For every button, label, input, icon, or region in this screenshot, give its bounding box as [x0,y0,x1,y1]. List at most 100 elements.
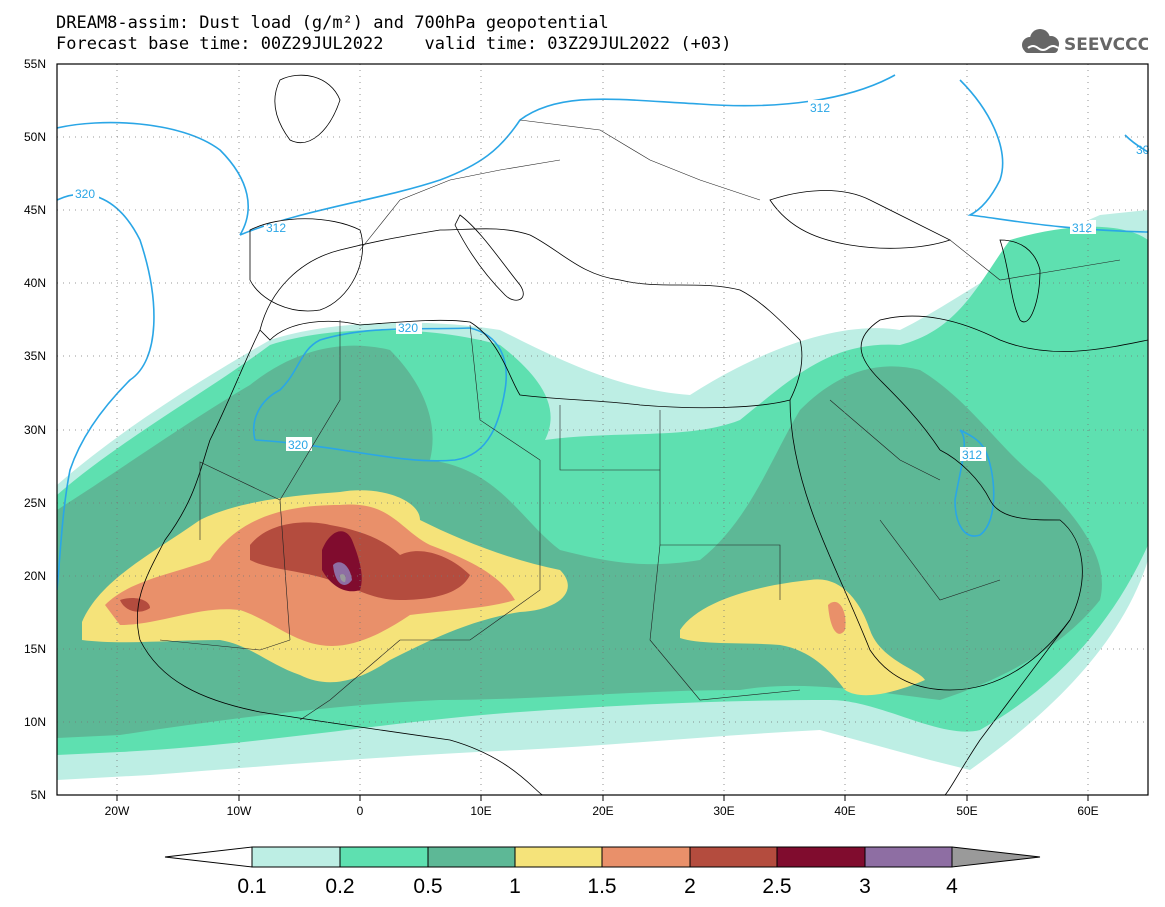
border [649,544,801,701]
contour-label-group: 312 320 320 320 312 312 312 30 [73,100,1150,462]
colorbar-segment [514,846,603,868]
contour-label: 320 [288,438,308,452]
colorbar-tick: 0.2 [325,875,354,898]
contour-312-east [959,79,1148,233]
contour-label: 30 [1136,143,1150,157]
colorbar-tick: 0.5 [413,875,442,898]
valid-time-label: valid time: 03Z29JUL2022 (+03) [424,34,732,54]
colorbar-segment [339,846,429,868]
lat-label: 30N [24,423,46,437]
lon-label: 10W [227,804,252,818]
lat-label: 25N [24,496,46,510]
border [279,320,341,641]
contour-320-africa [253,327,507,462]
contour-320-loop [57,193,155,591]
border [879,519,1001,601]
lat-label: 45N [24,203,46,217]
colorbar-segment [864,846,953,868]
border [359,159,561,251]
lat-label: 55N [24,57,46,71]
colorbar [164,846,1041,868]
border [400,460,541,641]
lat-label: 10N [24,715,46,729]
contour-312-gulf [954,429,995,537]
dust-band-1-5 [105,504,515,646]
border [199,461,281,540]
coast-italy [454,214,524,301]
lon-label: 0 [357,804,364,818]
lat-label: 40N [24,276,46,290]
dust-band-4 [340,574,346,582]
colorbar-tick: 4 [946,875,958,898]
lon-label: 20E [592,804,613,818]
contour-label: 312 [962,448,982,462]
colorbar-low-arrow [164,846,253,868]
dust-band-3 [333,562,352,585]
coast-britain [274,74,341,143]
contour-label: 320 [75,187,95,201]
title-line: DREAM8-assim: Dust load (g/m²) and 700hP… [56,13,609,33]
coast-west-africa [136,329,545,795]
contour-320-west [57,121,249,236]
colorbar-ticks: 0.1 0.2 0.5 1 1.5 2 2.5 3 4 [237,875,958,898]
colorbar-segment [427,846,516,868]
geopotential-contours [57,74,1148,591]
colorbar-tick: 2.5 [762,875,791,898]
coast-east-africa [944,619,1071,795]
latitude-labels: 55N 50N 45N 40N 35N 30N 25N 20N 15N 10N … [24,57,46,802]
border [519,119,761,201]
colorbar-segment [776,846,866,868]
lon-label: 40E [834,804,855,818]
dust-band-1-east [680,579,925,696]
colorbar-segment [601,846,691,868]
borders [159,119,1121,721]
longitude-labels: 20W 10W 0 10E 20E 30E 40E 50E 60E [105,804,1099,818]
lat-label: 50N [24,130,46,144]
contour-label: 312 [266,221,286,235]
border [559,405,660,471]
colorbar-tick: 3 [859,875,871,898]
logo-text: SEEVCCC [1064,35,1148,55]
contour-label: 312 [1072,221,1092,235]
colorbar-segment [251,846,341,868]
dust-field [57,210,1148,780]
border [299,639,401,721]
colorbar-tick: 0.1 [237,875,266,898]
coast-red-sea [789,399,1083,691]
colorbar-segment [689,846,778,868]
coast-iberia [249,218,363,312]
lon-label: 50E [956,804,977,818]
border [469,324,541,461]
coast-black-sea [769,190,952,249]
border [949,239,1121,281]
colorbar-tick: 2 [684,875,696,898]
coast-arabia-iran [860,315,1148,451]
lon-label: 20W [105,804,130,818]
colorbar-tick: 1 [509,875,521,898]
dust-band-2-spot [120,597,150,612]
coast-europe-africa [259,228,803,409]
dust-band-1-5-east [828,601,846,634]
contour-312-north [239,74,896,236]
base-time-label: Forecast base time: 00Z29JUL2022 [56,34,384,54]
lon-label: 60E [1077,804,1098,818]
contour-30-ne [1124,134,1148,153]
coast-caspian [999,239,1041,323]
border [159,639,291,651]
colorbar-high-arrow [951,846,1041,868]
contour-label: 312 [810,101,830,115]
lon-label: 30E [713,804,734,818]
dust-band-2 [250,522,470,600]
border [659,410,781,600]
border [829,399,941,481]
lat-label: 35N [24,349,46,363]
tick-marks [116,795,1089,801]
lat-label: 20N [24,569,46,583]
lon-label: 10E [470,804,491,818]
lat-label: 5N [31,788,46,802]
time-line: Forecast base time: 00Z29JUL2022 valid t… [56,34,732,54]
seevccc-logo: SEEVCCC [1022,29,1148,55]
lat-label: 15N [24,642,46,656]
contour-label: 320 [398,321,418,335]
